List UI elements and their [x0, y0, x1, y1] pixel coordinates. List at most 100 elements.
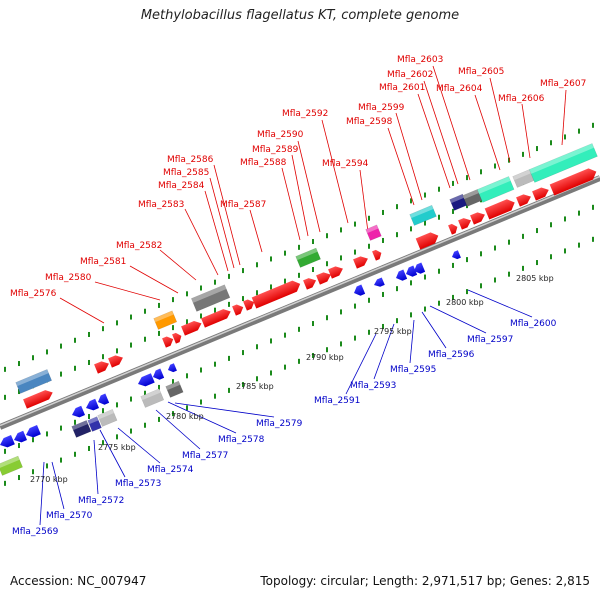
- guide-dot: [298, 326, 300, 332]
- guide-dot: [550, 140, 552, 146]
- guide-dot: [88, 331, 90, 337]
- guide-dot: [270, 338, 272, 344]
- guide-dot: [536, 228, 538, 234]
- gene-box: [153, 310, 178, 330]
- gene-label[interactable]: Mfla_2587: [220, 200, 266, 210]
- guide-dot: [32, 355, 34, 361]
- gene-label[interactable]: Mfla_2589: [252, 145, 299, 155]
- gene-label[interactable]: Mfla_2592: [282, 109, 328, 119]
- guide-dot: [340, 341, 342, 347]
- guide-dot: [466, 289, 468, 295]
- gene-box: [512, 169, 535, 188]
- guide-dot: [410, 198, 412, 204]
- guide-dot: [18, 361, 20, 367]
- guide-dot: [396, 204, 398, 210]
- gene-label[interactable]: Mfla_2597: [467, 335, 513, 345]
- gene-arrow: [354, 284, 366, 296]
- guide-dot: [4, 394, 6, 400]
- forward-gene-labels: Mfla_2576 Mfla_2580 Mfla_2581 Mfla_2582 …: [10, 55, 586, 299]
- guide-dot: [172, 411, 174, 417]
- guide-dot: [270, 370, 272, 376]
- gene-arrow: [168, 363, 177, 373]
- guide-dot: [242, 382, 244, 388]
- gene-arrow: [172, 332, 182, 344]
- gene-box: [365, 224, 382, 241]
- gene-label[interactable]: Mfla_2580: [45, 273, 92, 283]
- gene-label[interactable]: Mfla_2569: [12, 527, 59, 537]
- gene-label[interactable]: Mfla_2599: [358, 103, 405, 113]
- accession-text: Accession: NC_007947: [10, 574, 147, 588]
- gene-feature: [14, 430, 27, 443]
- gene-arrow: [415, 232, 439, 250]
- gene-label[interactable]: Mfla_2602: [387, 70, 433, 80]
- gene-arrow: [98, 393, 110, 405]
- gene-arrow: [72, 405, 85, 418]
- gene-feature: [98, 393, 110, 405]
- guide-dot: [326, 347, 328, 353]
- guide-dot: [368, 243, 370, 249]
- guide-dot: [130, 314, 132, 320]
- guide-dot: [298, 244, 300, 250]
- gene-label[interactable]: Mfla_2604: [436, 84, 483, 94]
- gene-label[interactable]: Mfla_2606: [498, 94, 545, 104]
- gene-label[interactable]: Mfla_2591: [314, 396, 360, 406]
- gene-label[interactable]: Mfla_2594: [322, 159, 369, 169]
- guide-dot: [158, 302, 160, 308]
- scale-label-2770: 2770 kbp: [30, 475, 68, 484]
- gene-arrow: [452, 250, 461, 260]
- gene-label[interactable]: Mfla_2605: [458, 67, 504, 77]
- gene-label[interactable]: Mfla_2574: [147, 465, 194, 475]
- gene-feature: [232, 304, 244, 316]
- guide-dot: [396, 286, 398, 292]
- gene-label[interactable]: Mfla_2582: [116, 241, 162, 251]
- gene-label[interactable]: Mfla_2583: [138, 200, 184, 210]
- leader-line: [521, 103, 531, 159]
- gene-label[interactable]: Mfla_2577: [182, 451, 228, 461]
- gene-label[interactable]: Mfla_2586: [167, 155, 214, 165]
- gene-box-shine: [365, 224, 379, 234]
- gene-feature: [516, 194, 531, 207]
- gene-label[interactable]: Mfla_2590: [257, 130, 304, 140]
- gene-label[interactable]: Mfla_2570: [46, 511, 93, 521]
- scale-ticks: 2770 kbp 2775 kbp 2780 kbp 2785 kbp 2790…: [30, 274, 554, 484]
- gene-label[interactable]: Mfla_2573: [115, 479, 161, 489]
- guide-dot: [46, 463, 48, 469]
- gene-label[interactable]: Mfla_2596: [428, 350, 475, 360]
- gene-label[interactable]: Mfla_2579: [256, 419, 303, 429]
- gene-label[interactable]: Mfla_2584: [158, 181, 205, 191]
- gene-label[interactable]: Mfla_2603: [397, 55, 443, 65]
- gene-label[interactable]: Mfla_2585: [163, 168, 209, 178]
- gene-feature: [26, 425, 41, 438]
- gene-box: [0, 455, 23, 476]
- gene-label[interactable]: Mfla_2600: [510, 319, 557, 329]
- leader-line: [159, 249, 197, 281]
- guide-dot: [172, 325, 174, 331]
- gene-label[interactable]: Mfla_2601: [379, 83, 425, 93]
- guide-dot: [480, 251, 482, 257]
- leader-line: [345, 333, 377, 395]
- scale-label-2785: 2785 kbp: [236, 382, 274, 391]
- gene-label[interactable]: Mfla_2576: [10, 289, 57, 299]
- gene-label[interactable]: Mfla_2593: [350, 381, 396, 391]
- gene-label[interactable]: Mfla_2607: [540, 79, 586, 89]
- gene-label[interactable]: Mfla_2581: [80, 257, 126, 267]
- guide-dot: [466, 175, 468, 181]
- gene-arrow: [243, 299, 255, 311]
- leader-line: [321, 119, 349, 224]
- gene-arrow: [374, 277, 385, 287]
- gene-feature: [458, 218, 472, 230]
- gene-feature: [201, 309, 231, 328]
- gene-label[interactable]: Mfla_2572: [78, 496, 124, 506]
- gene-arrow: [549, 168, 597, 196]
- leader-line: [59, 297, 105, 324]
- gene-label[interactable]: Mfla_2598: [346, 117, 393, 127]
- gene-feature: [448, 223, 458, 235]
- guide-dot: [424, 220, 426, 226]
- gene-label[interactable]: Mfla_2578: [218, 435, 265, 445]
- guide-dot: [494, 277, 496, 283]
- leader-line: [474, 94, 501, 171]
- gene-arrow: [251, 280, 301, 309]
- gene-label[interactable]: Mfla_2588: [240, 158, 287, 168]
- gene-label[interactable]: Mfla_2595: [390, 365, 436, 375]
